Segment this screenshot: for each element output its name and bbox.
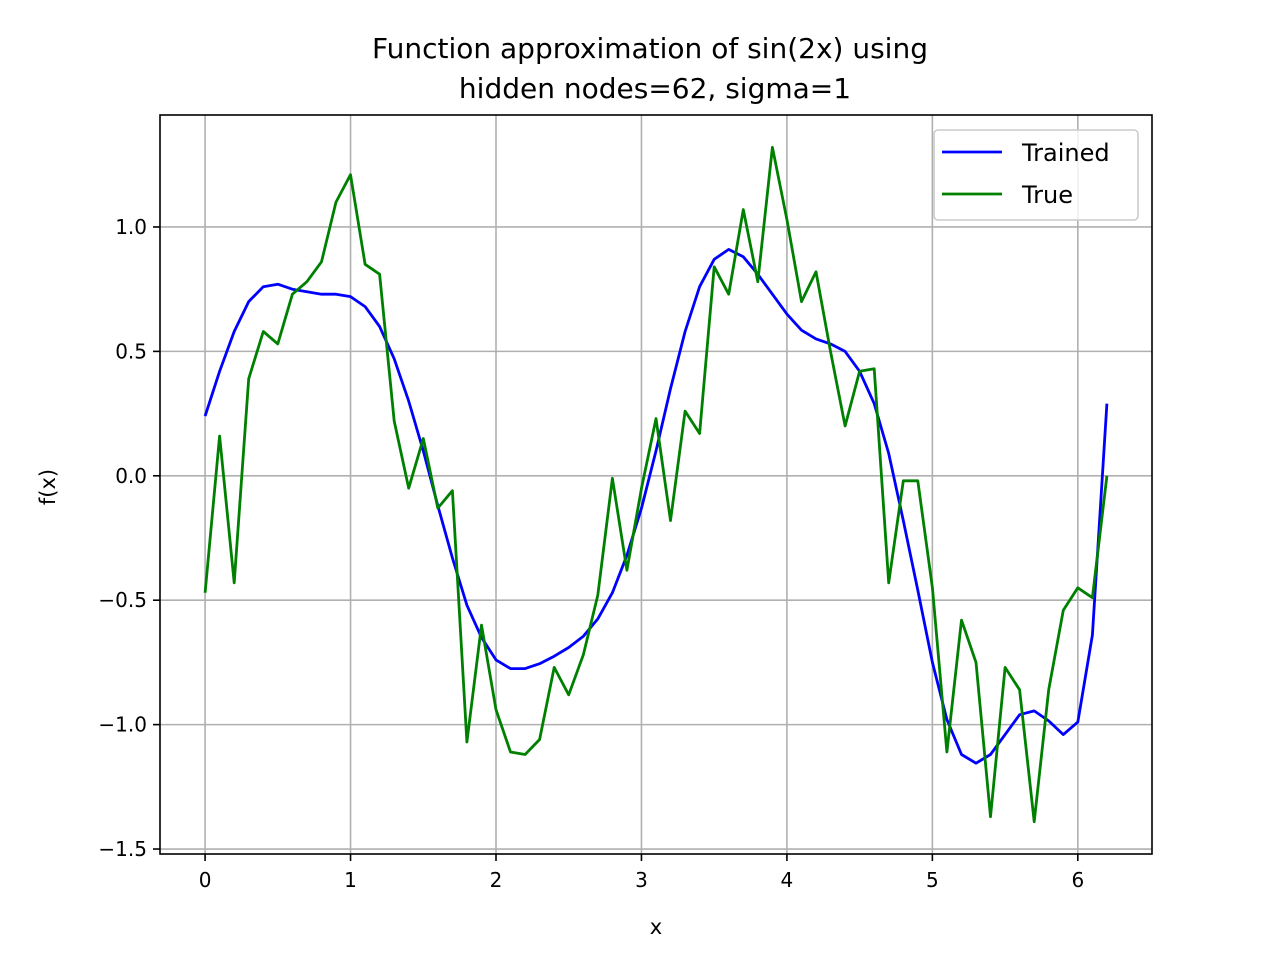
legend-label-true: True	[1021, 181, 1073, 209]
plot-frame	[159, 114, 1153, 855]
legend: Trained True	[933, 129, 1139, 221]
chart-title-line-1: Function approximation of sin(2x) using	[372, 32, 928, 65]
y-tick-label: −1.5	[98, 837, 147, 861]
x-tick-label: 0	[199, 868, 212, 892]
chart-title: Function approximation of sin(2x) using …	[372, 32, 928, 105]
series-line-trained	[203, 247, 1109, 765]
y-tick-label: 1.0	[115, 215, 147, 239]
series-lines	[203, 145, 1109, 824]
x-tick-label: 5	[926, 868, 939, 892]
x-tick-label: 2	[490, 868, 503, 892]
series-line-true	[203, 145, 1109, 824]
chart-title-line-2: hidden nodes=62, sigma=1	[459, 72, 851, 105]
legend-label-trained: Trained	[1021, 139, 1110, 167]
y-axis: −1.5 −1.0 −0.5 0.0 0.5 1.0	[98, 215, 160, 861]
x-axis: 0 1 2 3 4 5 6	[199, 854, 1084, 892]
grid-lines	[160, 115, 1152, 854]
x-tick-label: 1	[344, 868, 357, 892]
x-axis-label: x	[650, 915, 662, 939]
x-tick-label: 3	[635, 868, 648, 892]
y-tick-label: 0.5	[115, 339, 147, 363]
y-tick-label: −1.0	[98, 713, 147, 737]
x-tick-label: 4	[781, 868, 794, 892]
y-tick-label: 0.0	[115, 464, 147, 488]
y-tick-label: −0.5	[98, 588, 147, 612]
x-tick-label: 6	[1071, 868, 1084, 892]
y-axis-label: f(x)	[36, 469, 60, 505]
